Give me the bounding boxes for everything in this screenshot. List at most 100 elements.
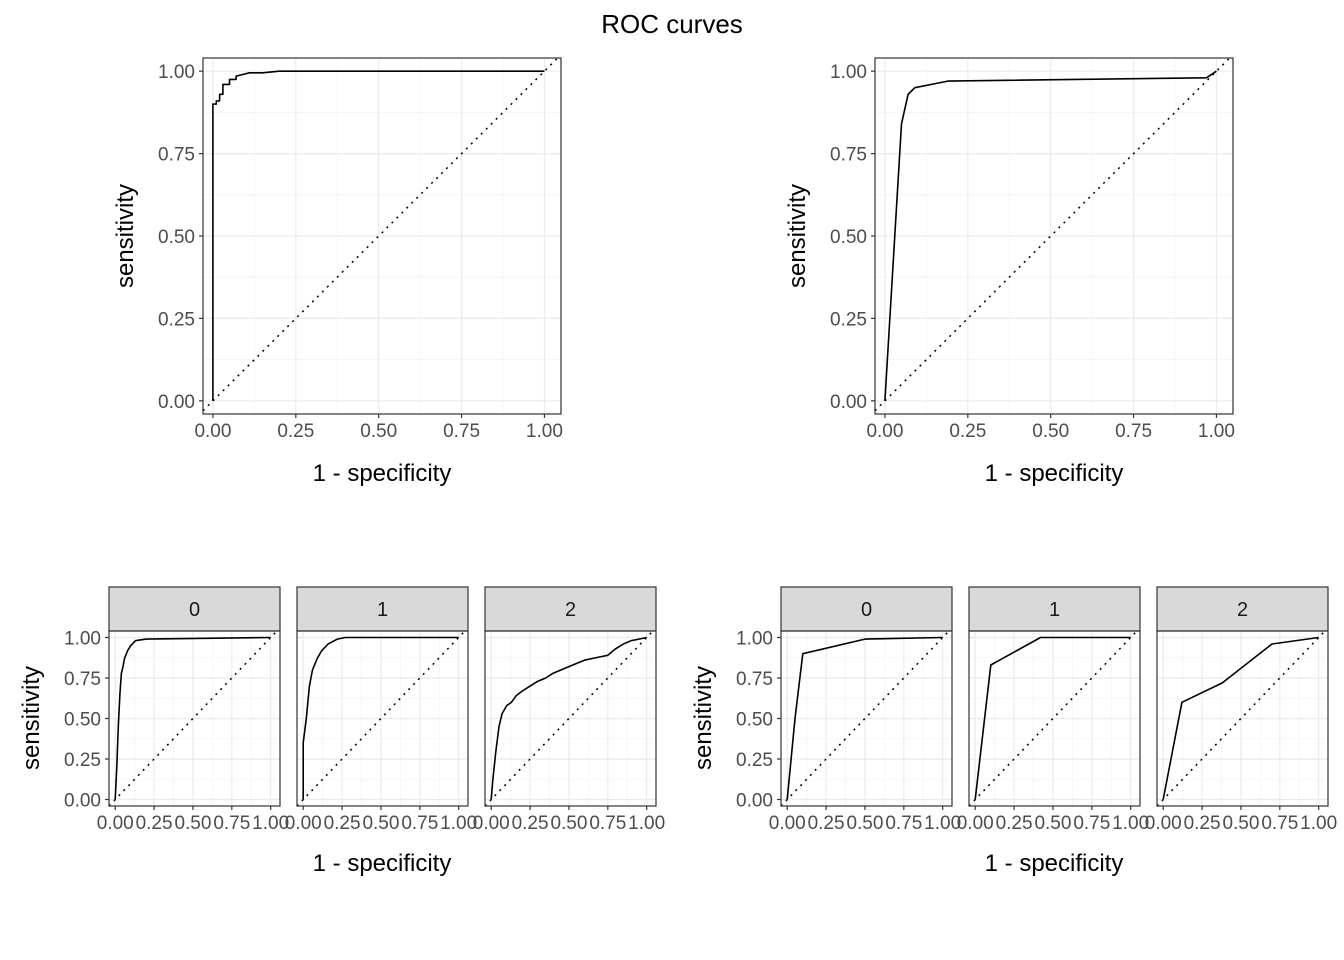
- bottom-right-facet-0-y-tick-label: 0.75: [736, 669, 773, 690]
- top-right-x-tick-label: 1.00: [1198, 421, 1235, 442]
- bottom-right-y-axis-title: sensitivity: [690, 666, 717, 770]
- bottom-right-facet-0-x-tick-label: 0.75: [885, 813, 922, 834]
- bottom-left-facet-0-x-tick-label: 0.25: [136, 813, 173, 834]
- bottom-right-facet-2-panel-border: [1156, 630, 1329, 807]
- bottom-right-x-axis-title: 1 - specificity: [985, 850, 1124, 877]
- bottom-right-facet-0-strip-label: 0: [861, 599, 872, 621]
- bottom-right-facet-0-x-tick-label: 0.25: [808, 813, 845, 834]
- top-left-x-tick-label: 0.00: [194, 421, 231, 442]
- figure-title: ROC curves: [601, 9, 743, 39]
- bottom-right-facet-2-x-tick-label: 0.00: [1145, 813, 1182, 834]
- bottom-right-facet-2-panel: 2 0.00 0.25 0.50 0.75 1.00: [1145, 586, 1337, 834]
- bottom-left-facet-0-panel: 00.000.250.500.751.000.00 0.25 0.50 0.75 1.0…: [64, 586, 289, 834]
- bottom-right-facet-2-x-tick-label: 0.75: [1261, 813, 1298, 834]
- top-right-x-tick-label: 0.75: [1115, 421, 1152, 442]
- bottom-left-facet-2-x-tick-label: 0.75: [589, 813, 626, 834]
- top-left-y-tick-label: 0.25: [158, 309, 195, 330]
- top-right-roc-curve: [884, 70, 1217, 401]
- top-right-y-tick-label: 0.50: [830, 227, 867, 248]
- bottom-right-facet-2-x-tick-label: 1.00: [1300, 813, 1337, 834]
- bottom-left-facet-2-x-tick-label: 0.50: [550, 813, 587, 834]
- bottom-left-facet-2-panel: 2 0.00 0.25 0.50 0.75 1.00: [473, 586, 665, 834]
- bottom-right-facet-2-x-tick-label: 0.50: [1222, 813, 1259, 834]
- bottom-right-facet-0-y-tick-label: 0.25: [736, 750, 773, 771]
- top-left-x-tick-label: 0.25: [277, 421, 314, 442]
- top-left-y-tick-label: 0.75: [158, 145, 195, 166]
- top-right-y-axis-title: sensitivity: [784, 184, 811, 288]
- bottom-left-facet-1-panel: 1 0.00 0.25 0.50 0.75 1.00: [285, 586, 477, 834]
- bottom-left-facet-0-y-tick-label: 0.50: [64, 710, 101, 731]
- bottom-left-facet-1-strip-label: 1: [377, 599, 388, 621]
- bottom-left-facet-1-roc-curve: [302, 636, 459, 800]
- bottom-left-facet-0-y-tick-label: 0.75: [64, 669, 101, 690]
- bottom-right-facet-1-x-tick-label: 0.50: [1034, 813, 1071, 834]
- top-left-x-tick-label: 0.50: [360, 421, 397, 442]
- bottom-right-facet-2-strip-label: 2: [1237, 599, 1248, 621]
- top-left-y-tick-label: 0.50: [158, 227, 195, 248]
- bottom-left-facet-1-strip: [296, 586, 469, 632]
- bottom-right-facet-1-x-tick-label: 0.25: [996, 813, 1033, 834]
- bottom-left-facet-0-x-tick-label: 1.00: [252, 813, 289, 834]
- roc-plots: 0.000.250.500.751.000.00 0.25 0.50 0.75 1.00…: [18, 57, 1337, 877]
- top-right-x-tick-label: 0.25: [949, 421, 986, 442]
- bottom-left-facet-2-x-tick-label: 0.00: [473, 813, 510, 834]
- bottom-right-facet-0-y-tick-label: 0.50: [736, 710, 773, 731]
- bottom-right-facet-1-strip: [968, 586, 1141, 632]
- bottom-left-facet-2-strip-label: 2: [565, 599, 576, 621]
- bottom-left-facet-0-roc-curve: [114, 636, 271, 800]
- bottom-right-facet-2-x-tick-label: 0.25: [1184, 813, 1221, 834]
- top-left-x-tick-label: 0.75: [443, 421, 480, 442]
- top-left-diagonal-reference: [202, 57, 559, 412]
- top-left-roc-curve: [212, 70, 545, 401]
- bottom-left-facet-0-strip-label: 0: [189, 599, 200, 621]
- bottom-left-facet-1-panel-border: [296, 630, 469, 807]
- bottom-left-facet-0-x-tick-label: 0.50: [174, 813, 211, 834]
- bottom-right-facet-0-strip: [780, 586, 953, 632]
- top-right-y-tick-label: 0.75: [830, 145, 867, 166]
- bottom-right-facet-0-roc-curve: [786, 636, 943, 800]
- top-left-y-tick-label: 0.00: [158, 392, 195, 413]
- bottom-left-facet-1-x-tick-label: 0.50: [362, 813, 399, 834]
- top-right-x-axis-title: 1 - specificity: [985, 460, 1124, 487]
- top-right-y-tick-label: 0.00: [830, 392, 867, 413]
- top-right-y-tick-label: 1.00: [830, 62, 867, 83]
- bottom-right-facet-1-panel: 1 0.00 0.25 0.50 0.75 1.00: [957, 586, 1149, 834]
- bottom-left-facet-0-x-tick-label: 0.00: [97, 813, 134, 834]
- top-right-panel: 0.00 0.25 0.50 0.75 1.00 0.00 0.25 0.50 0.75 1.00: [830, 57, 1235, 442]
- bottom-left-y-axis-title: sensitivity: [18, 666, 45, 770]
- top-right-diagonal-reference: [874, 57, 1231, 412]
- top-left-panel: 0.00 0.25 0.50 0.75 1.00 0.00 0.25 0.50 0.75 1.00: [158, 57, 563, 442]
- bottom-right-facet-0-x-tick-label: 1.00: [924, 813, 961, 834]
- bottom-left-facet-1-x-tick-label: 0.00: [285, 813, 322, 834]
- bottom-left-x-axis-title: 1 - specificity: [313, 850, 452, 877]
- top-left-y-tick-label: 1.00: [158, 62, 195, 83]
- bottom-left-facet-1-x-tick-label: 0.75: [401, 813, 438, 834]
- bottom-right-facet-0-panel: 00.000.250.500.751.000.00 0.25 0.50 0.75 1.0…: [736, 586, 961, 834]
- bottom-right-facet-2-roc-curve: [1162, 636, 1319, 800]
- bottom-right-facet-1-x-tick-label: 1.00: [1112, 813, 1149, 834]
- bottom-left-facet-2-panel-border: [484, 630, 657, 807]
- bottom-left-facet-0-y-tick-label: 0.25: [64, 750, 101, 771]
- bottom-right-facet-1-roc-curve: [974, 636, 1131, 800]
- bottom-left-facet-2-x-tick-label: 0.25: [512, 813, 549, 834]
- top-left-x-axis-title: 1 - specificity: [313, 460, 452, 487]
- bottom-left-facet-0-y-tick-label: 0.00: [64, 791, 101, 812]
- bottom-left-facet-2-x-tick-label: 1.00: [628, 813, 665, 834]
- bottom-left-facet-1-x-tick-label: 1.00: [440, 813, 477, 834]
- bottom-right-facet-0-x-tick-label: 0.50: [846, 813, 883, 834]
- bottom-right-facet-1-x-tick-label: 0.00: [957, 813, 994, 834]
- top-left-y-axis-title: sensitivity: [112, 184, 139, 288]
- bottom-left-facet-0-x-tick-label: 0.75: [213, 813, 250, 834]
- bottom-left-facet-2-roc-curve: [490, 636, 647, 800]
- bottom-right-facet-0-x-tick-label: 0.00: [769, 813, 806, 834]
- bottom-right-facet-0-y-tick-label: 0.00: [736, 791, 773, 812]
- bottom-left-facet-1-x-tick-label: 0.25: [324, 813, 361, 834]
- top-right-x-tick-label: 0.00: [866, 421, 903, 442]
- top-right-y-tick-label: 0.25: [830, 309, 867, 330]
- bottom-right-facet-1-panel-border: [968, 630, 1141, 807]
- top-left-x-tick-label: 1.00: [526, 421, 563, 442]
- bottom-left-facet-0-y-tick-label: 1.00: [64, 628, 101, 649]
- bottom-right-facet-1-strip-label: 1: [1049, 599, 1060, 621]
- bottom-right-facet-0-y-tick-label: 1.00: [736, 628, 773, 649]
